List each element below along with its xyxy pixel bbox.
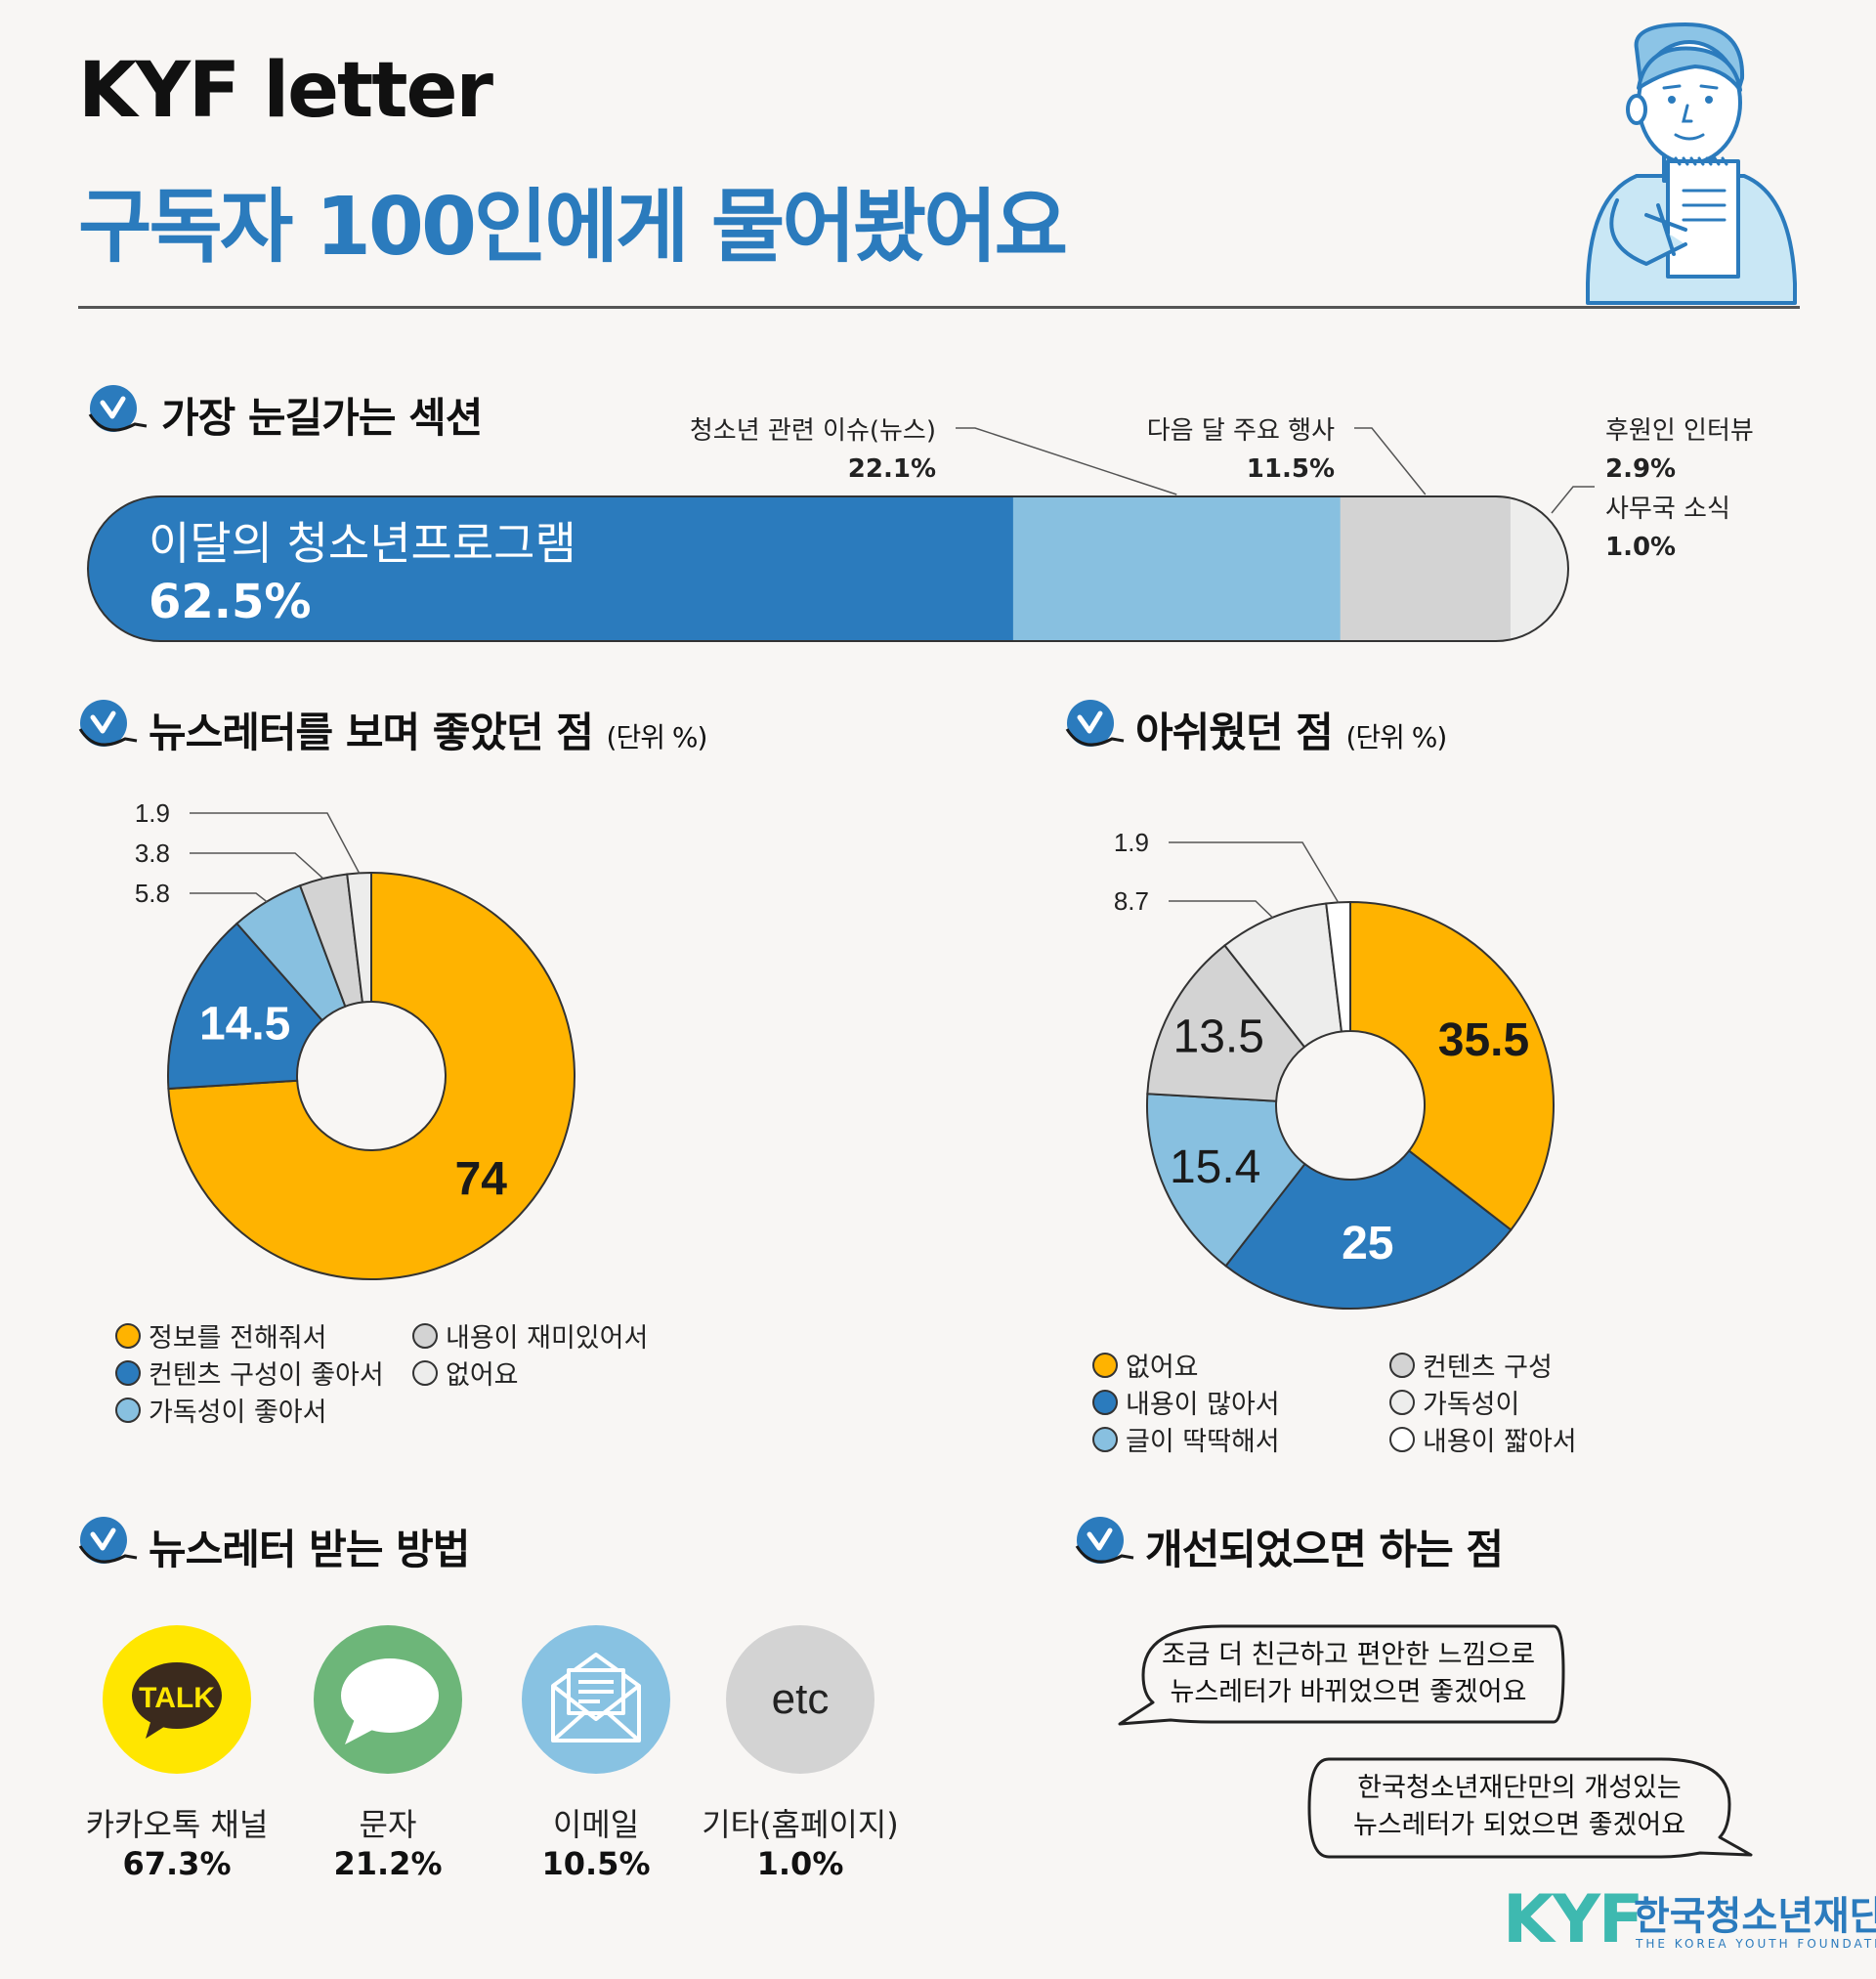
stacked-bar-chart bbox=[87, 427, 1595, 642]
slice-value-label: 3.8 bbox=[135, 839, 170, 868]
method-label: 기타(홈페이지) bbox=[702, 1806, 899, 1843]
callout-events: 다음 달 주요 행사 11.5% bbox=[1146, 416, 1335, 484]
method-label: 카카오톡 채널 bbox=[85, 1806, 269, 1843]
slice-value-label: 13.5 bbox=[1173, 1011, 1264, 1063]
donut-slice bbox=[167, 922, 324, 1091]
kyf-logo: KYF bbox=[1503, 1881, 1643, 1958]
method-label: 문자 bbox=[359, 1806, 417, 1843]
slice-leader-line bbox=[190, 852, 324, 880]
quote-unique: 한국청소년재단만의 개성있는 뉴스레터가 되었으면 좋겠어요 bbox=[1352, 1773, 1686, 1840]
slice-value-label: 14.5 bbox=[199, 998, 290, 1050]
person-with-notepad-icon bbox=[1586, 22, 1797, 305]
check-badge-icon bbox=[78, 700, 138, 747]
svg-text:TALK: TALK bbox=[139, 1682, 215, 1714]
bar-segment bbox=[1340, 496, 1512, 641]
method-percent: 1.0% bbox=[756, 1845, 844, 1882]
method-label: 이메일 bbox=[552, 1806, 640, 1843]
method-percent: 67.3% bbox=[122, 1845, 232, 1882]
slice-value-label: 25 bbox=[1342, 1218, 1393, 1269]
kakaotalk-icon: TALK bbox=[103, 1625, 251, 1774]
slice-leader-line bbox=[1169, 900, 1273, 919]
legend-item: 없어요 bbox=[412, 1354, 519, 1392]
envelope-icon bbox=[522, 1625, 670, 1774]
legend-item: 내용이 많아서 bbox=[1092, 1383, 1280, 1421]
bar-main-label: 이달의 청소년프로그램 bbox=[149, 517, 576, 570]
header-divider bbox=[78, 306, 1800, 309]
org-name-en: THE KOREA YOUTH FOUNDATION bbox=[1636, 1937, 1876, 1951]
callout-news: 청소년 관련 이슈(뉴스) 22.1% bbox=[689, 416, 936, 484]
title-ko: 구독자 100인에게 물어봤어요 bbox=[78, 181, 1068, 274]
title-en: KYF letter bbox=[78, 47, 493, 135]
slice-value-label: 74 bbox=[455, 1153, 508, 1205]
legend-item: 가독성이 bbox=[1389, 1383, 1519, 1421]
org-name: 한국청소년재단 bbox=[1634, 1894, 1876, 1939]
slice-leader-line bbox=[190, 812, 361, 874]
donut-slice bbox=[1145, 1093, 1306, 1268]
donut-slice bbox=[1146, 944, 1306, 1102]
donut-slice bbox=[346, 871, 372, 1004]
legend-item: 내용이 재미있어서 bbox=[412, 1316, 648, 1355]
callout-leader-line bbox=[1354, 427, 1427, 495]
legend-item: 글이 딱딱해서 bbox=[1092, 1420, 1280, 1458]
bar-main-value: 62.5% bbox=[149, 575, 312, 629]
section3-title: 아쉬웠던 점 (단위 %) bbox=[1135, 709, 1447, 756]
legend-item: 컨텐츠 구성이 좋아서 bbox=[115, 1354, 384, 1392]
donut-slice bbox=[167, 871, 576, 1280]
bar-outline bbox=[87, 495, 1569, 642]
etc-icon: etc bbox=[726, 1625, 874, 1774]
callout-leader-line bbox=[1551, 486, 1595, 514]
donut-charts: 74 14.5 1.9 3.8 5.8 35.5 25 15.4 13.5 1.9 8.7 bbox=[135, 798, 1555, 1310]
bar-segment bbox=[88, 496, 1014, 641]
donut-slice bbox=[1224, 1149, 1513, 1310]
slice-value-label: 15.4 bbox=[1170, 1141, 1260, 1193]
donut-slice bbox=[1325, 900, 1351, 1033]
svg-text:etc: etc bbox=[772, 1675, 830, 1723]
method-percent: 21.2% bbox=[333, 1845, 443, 1882]
slice-leader-line bbox=[190, 892, 268, 903]
speech-bubbles bbox=[1118, 1624, 1753, 1859]
speech-bubble-icon bbox=[314, 1625, 462, 1774]
callout-leader-line bbox=[956, 427, 1177, 495]
slice-value-label: 35.5 bbox=[1438, 1014, 1529, 1066]
callout-interview: 후원인 인터뷰 2.9% bbox=[1605, 416, 1754, 484]
bar-segment bbox=[1510, 496, 1555, 641]
legend-item: 정보를 전해줘서 bbox=[115, 1316, 326, 1355]
callout-office-news: 사무국 소식 1.0% bbox=[1605, 495, 1730, 562]
quote-friendly: 조금 더 친근하고 편안한 느낌으로 뉴스레터가 바뀌었으면 좋겠어요 bbox=[1161, 1640, 1536, 1707]
section4-title: 뉴스레터 받는 방법 bbox=[149, 1526, 470, 1573]
slice-leader-line bbox=[1169, 841, 1340, 903]
legend-item: 가독성이 좋아서 bbox=[115, 1391, 326, 1429]
section5-title: 개선되었으면 하는 점 bbox=[1145, 1526, 1504, 1573]
donut-slice bbox=[1349, 900, 1555, 1231]
check-badge-icon bbox=[88, 385, 148, 432]
check-badge-icon bbox=[78, 1517, 138, 1564]
slice-value-label: 5.8 bbox=[135, 879, 170, 908]
slice-value-label: 1.9 bbox=[1114, 828, 1149, 857]
legend-item: 컨텐츠 구성 bbox=[1389, 1346, 1553, 1384]
check-badge-icon bbox=[1065, 700, 1125, 747]
section2-title: 뉴스레터를 보며 좋았던 점 (단위 %) bbox=[149, 709, 707, 756]
slice-value-label: 1.9 bbox=[135, 798, 170, 828]
bar-segment bbox=[1553, 496, 1568, 641]
check-badge-icon bbox=[1075, 1517, 1134, 1564]
section1-title: 가장 눈길가는 섹션 bbox=[161, 394, 483, 442]
method-percent: 10.5% bbox=[541, 1845, 651, 1882]
slice-value-label: 8.7 bbox=[1114, 886, 1149, 916]
legend-item: 없어요 bbox=[1092, 1346, 1199, 1384]
bar-segment bbox=[1012, 496, 1342, 641]
legend-item: 내용이 짧아서 bbox=[1389, 1420, 1577, 1458]
